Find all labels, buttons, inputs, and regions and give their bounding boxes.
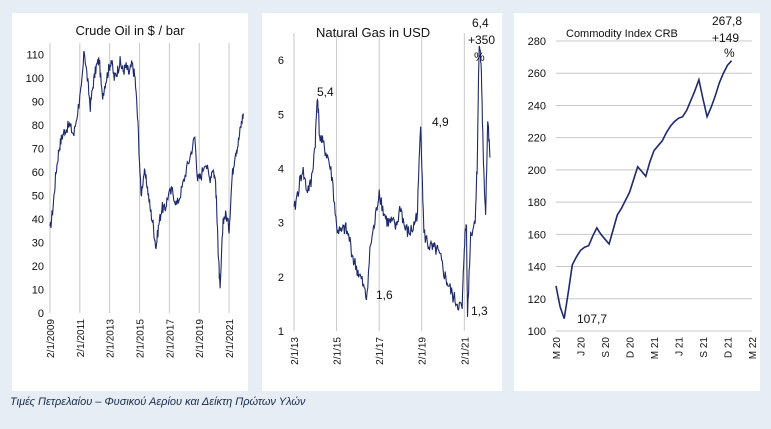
x-tick-label: S 20 [601,337,612,358]
data-annotation: +149 [712,31,739,45]
x-tick-label: 2/1/2013 [106,319,117,358]
chart-title: Crude Oil in $ / bar [75,23,185,38]
data-annotation: 107,7 [577,312,607,326]
y-tick-label: 80 [32,120,44,132]
x-tick-label: D 21 [724,337,735,359]
data-annotation: 267,8 [712,14,742,28]
x-tick-label: J 20 [577,337,588,356]
crude-oil-panel: Crude Oil in $ / bar 2/1/2009 2/1/2011 2/1/… [12,13,248,391]
data-annotation: 1,6 [376,288,393,302]
y-tick-label: 5 [278,109,284,121]
data-annotation: 4,9 [432,115,449,129]
y-tick-label: 110 [26,50,44,62]
y-tick-label: 100 [26,73,44,85]
y-tick-label: 160 [528,229,546,241]
y-tick-label: 40 [32,214,44,226]
y-tick-label: 220 [528,133,546,145]
x-tick-label: 2/1/2015 [136,319,147,358]
x-tick-label: M 22 [748,337,759,360]
data-annotation: 1,3 [471,304,488,318]
crb-index-chart: Commodity Index CRB 100 120 140 160 180 200 220… [528,14,759,360]
y-tick-label: 100 [528,326,546,338]
y-tick-label: 30 [32,238,44,250]
x-tick-label: 2/1/21 [460,337,471,365]
y-tick-label: 3 [278,218,284,230]
x-tick-label: M 20 [552,337,563,360]
data-annotation: % [724,46,735,60]
y-tick-label: 20 [32,261,44,273]
y-tick-label: 0 [38,308,44,320]
x-tick-label: 2/1/2019 [195,319,206,358]
crb-index-line [555,60,733,319]
y-tick-label: 50 [32,191,44,203]
x-tick-label: 2/1/2011 [76,319,87,358]
y-tick-label: 90 [32,97,44,109]
y-tick-label: 4 [278,163,284,175]
natural-gas-chart: Natural Gas in USD 2/1/13 2/1/15 2/1/17 2/1/… [278,16,495,365]
x-tick-label: 2/1/2017 [165,319,176,358]
crude-oil-chart: Crude Oil in $ / bar 2/1/2009 2/1/2011 2/1/… [26,23,244,358]
x-tick-label: 2/1/2021 [225,319,236,358]
y-tick-label: 200 [528,165,546,177]
y-tick-label: 240 [528,100,546,112]
data-annotation: +350 [468,33,495,47]
y-tick-label: 260 [528,68,546,80]
figure-caption: Τιμές Πετρελαίου – Φυσικού Αερίου και Δε… [10,396,306,408]
chart-title: Commodity Index CRB [566,28,678,40]
x-tick-label: 2/1/19 [418,337,429,365]
y-tick-label: 2 [278,272,284,284]
data-annotation: % [474,50,485,64]
x-tick-label: S 21 [699,337,710,358]
chart-title: Natural Gas in USD [316,25,430,40]
data-annotation: 5,4 [317,85,334,99]
data-annotation: 6,4 [472,16,489,30]
x-tick-label: 2/1/13 [290,337,301,365]
y-tick-label: 10 [32,285,44,297]
x-tick-label: J 21 [675,337,686,356]
crb-index-panel: Commodity Index CRB 100 120 140 160 180 200 220… [514,13,760,391]
y-tick-label: 120 [528,294,546,306]
y-tick-label: 6 [278,55,284,67]
natural-gas-panel: Natural Gas in USD 2/1/13 2/1/15 2/1/17 2/1/… [262,13,502,391]
x-tick-label: D 20 [626,337,637,359]
y-tick-label: 1 [278,326,284,338]
y-tick-label: 280 [528,36,546,48]
x-tick-label: 2/1/2009 [46,319,57,358]
oil-price-line [49,50,244,289]
y-tick-label: 140 [528,262,546,274]
x-tick-label: 2/1/17 [375,337,386,365]
y-tick-label: 180 [528,197,546,209]
y-tick-label: 60 [32,167,44,179]
x-tick-label: 2/1/15 [333,337,344,365]
y-tick-label: 70 [32,144,44,156]
x-tick-label: M 21 [650,337,661,360]
gas-price-line [293,45,491,317]
